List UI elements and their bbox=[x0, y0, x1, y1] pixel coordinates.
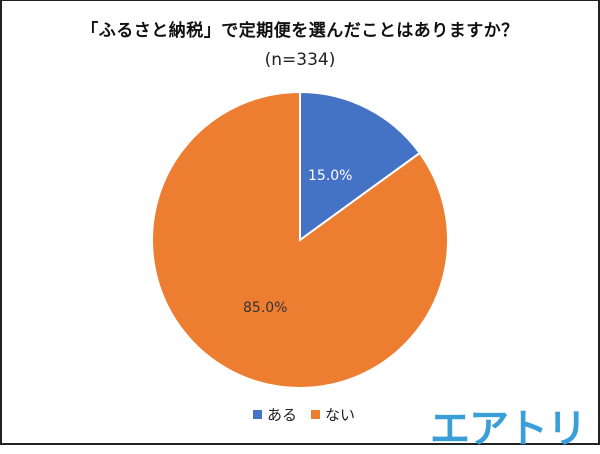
chart-title: 「ふるさと納税」で定期便を選んだことはありますか？ bbox=[81, 21, 519, 41]
chart-subtitle: (n=334) bbox=[264, 50, 336, 70]
chart-legend: ある ない bbox=[253, 404, 369, 425]
legend-label-nai: ない bbox=[325, 406, 356, 424]
slice-label-aru: 15.0% bbox=[308, 168, 353, 184]
legend-swatch-nai bbox=[311, 410, 321, 419]
legend-swatch-aru bbox=[253, 410, 262, 419]
slice-label-nai: 85.0% bbox=[243, 300, 288, 316]
pie-slice-aru bbox=[299, 90, 422, 242]
legend-label-aru: ある bbox=[267, 406, 298, 424]
legend-item-nai: ない bbox=[311, 404, 355, 425]
legend-item-aru: ある bbox=[253, 404, 297, 425]
pie-slice-nai bbox=[151, 90, 449, 389]
brand-logo: エアトリ bbox=[430, 406, 587, 452]
